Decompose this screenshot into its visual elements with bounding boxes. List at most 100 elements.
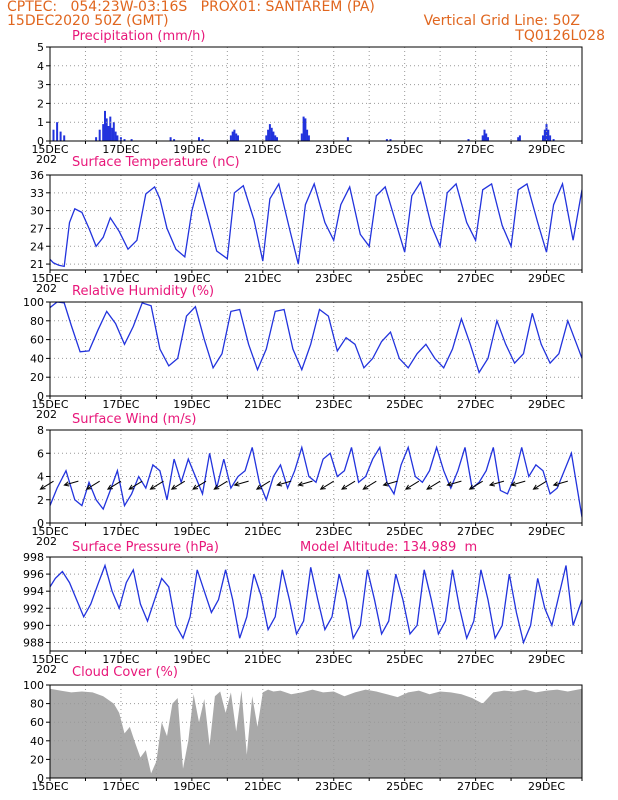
wind-arrow-head xyxy=(297,481,304,487)
pressure-xtick-label: 29DEC xyxy=(528,653,565,666)
wind-arrow-shaft xyxy=(426,480,441,490)
humidity-ytick-label: 40 xyxy=(30,352,44,365)
precip-bar xyxy=(385,139,388,141)
temp-xtick-label: 23DEC xyxy=(315,272,352,285)
wind-arrow-head xyxy=(468,484,475,490)
precip-xtick-label: 27DEC xyxy=(457,143,494,156)
model-altitude: Model Altitude: 134.989 m xyxy=(300,540,478,555)
precip-bar xyxy=(307,135,310,141)
temp-ytick-label: 36 xyxy=(30,169,44,182)
precip-bar xyxy=(52,129,55,141)
wind-arrow-shaft xyxy=(128,480,143,490)
wind-arrow-shaft xyxy=(405,480,420,490)
pressure-xtick-label: 25DEC xyxy=(386,653,423,666)
wind-xtick-label: 21DEC xyxy=(244,525,281,538)
humidity-frame xyxy=(49,301,583,397)
precip-xtick-label: 15DEC xyxy=(31,143,68,156)
wind-xtick-label: 29DEC xyxy=(528,525,565,538)
pressure-xtick-label: 19DEC xyxy=(173,653,210,666)
precip-ytick-label: 5 xyxy=(37,41,44,54)
humidity-xtick-label: 17DEC xyxy=(102,398,139,411)
wind-arrow-head xyxy=(552,481,559,487)
precip-bar xyxy=(306,129,309,141)
wind-arrow-head xyxy=(106,484,113,490)
humidity-xtick-label: 21DEC xyxy=(244,398,281,411)
precip-title: Precipitation (mm/h) xyxy=(72,29,206,44)
precip-bar xyxy=(485,133,488,141)
precip-bar xyxy=(272,131,275,141)
wind-xtick-label: 19DEC xyxy=(173,525,210,538)
wind-arrow-head xyxy=(488,481,495,487)
precip-xtick-label: 23DEC xyxy=(315,143,352,156)
precip-bar xyxy=(389,139,392,141)
wind-arrow-head xyxy=(128,484,135,490)
humidity-ytick-label: 0 xyxy=(37,390,44,403)
pressure-line xyxy=(50,563,582,645)
precip-bar xyxy=(102,124,105,141)
temp-title: Surface Temperature (nC) xyxy=(72,155,240,170)
wind-arrow-head xyxy=(192,484,199,490)
precip-xtick-label: 25DEC xyxy=(386,143,423,156)
precip-bar xyxy=(107,126,110,141)
cloud-xtick-label: 29DEC xyxy=(528,780,565,793)
precip-bar xyxy=(95,137,98,141)
cloud-ytick-label: 0 xyxy=(37,772,44,785)
precip-bar xyxy=(123,139,126,141)
cloud-ytick-label: 60 xyxy=(30,716,44,729)
pressure-frame xyxy=(49,556,583,652)
pressure-xtick-label: 15DEC xyxy=(31,653,68,666)
wind-ytick-label: 6 xyxy=(37,447,44,460)
precip-bar xyxy=(59,131,62,141)
pressure-ytick-label: 994 xyxy=(23,585,44,598)
wind-arrow-head xyxy=(319,484,326,490)
pressure-ytick-label: 992 xyxy=(23,602,44,615)
wind-xtick-label: 15DEC xyxy=(31,525,68,538)
precip-xtick-label: 21DEC xyxy=(244,143,281,156)
wind-arrow-shaft xyxy=(320,480,334,490)
wind-arrow-shaft xyxy=(277,480,292,486)
cloud-xtick-label: 21DEC xyxy=(244,780,281,793)
wind-arrow-shaft xyxy=(256,480,271,490)
wind-xtick-label: 23DEC xyxy=(315,525,352,538)
temp-ytick-label: 27 xyxy=(30,222,44,235)
wind-xtick-label: 17DEC xyxy=(102,525,139,538)
precip-bar xyxy=(276,137,278,141)
precip-bar xyxy=(549,135,552,141)
temp-xtick-label: 29DEC xyxy=(528,272,565,285)
humidity-xtick-label: 25DEC xyxy=(386,398,423,411)
humidity-year-label: 202 xyxy=(36,408,57,421)
wind-arrow-shaft xyxy=(553,480,568,486)
header-init-time: 15DEC2020 50Z (GMT) xyxy=(7,13,169,29)
wind-arrow-shaft xyxy=(298,480,313,486)
precip-bar xyxy=(130,139,133,141)
temp-ytick-label: 30 xyxy=(30,205,44,218)
cloud-title: Cloud Cover (%) xyxy=(72,665,178,680)
wind-arrow-shaft xyxy=(40,480,54,490)
temp-xtick-label: 15DEC xyxy=(31,272,68,285)
wind-arrow-shaft xyxy=(107,480,122,490)
header-model-id: TQ0126L028 xyxy=(515,28,605,44)
precip-bar xyxy=(201,139,204,141)
wind-arrow-shaft xyxy=(533,480,547,490)
precip-bar xyxy=(483,129,486,141)
precip-bar xyxy=(105,118,108,141)
wind-arrow-shaft xyxy=(192,480,207,490)
precip-bar xyxy=(270,127,273,141)
precip-bar xyxy=(547,129,550,141)
precip-bar xyxy=(300,133,303,141)
precip-xtick-label: 17DEC xyxy=(102,143,139,156)
humidity-title: Relative Humidity (%) xyxy=(72,284,215,299)
wind-arrow-head xyxy=(170,484,177,490)
pressure-xtick-label: 17DEC xyxy=(102,653,139,666)
temp-ytick-label: 33 xyxy=(30,187,44,200)
precip-frame xyxy=(49,46,583,142)
wind-arrow-shaft xyxy=(489,480,505,486)
precip-bar xyxy=(229,135,232,141)
temp-line xyxy=(50,180,582,268)
pressure-ytick-label: 988 xyxy=(23,636,44,649)
wind-arrow-head xyxy=(213,484,220,490)
precip-bar xyxy=(543,129,546,141)
temp-ytick-label: 24 xyxy=(30,240,44,253)
precip-bar xyxy=(268,124,271,141)
humidity-xtick-label: 23DEC xyxy=(315,398,352,411)
